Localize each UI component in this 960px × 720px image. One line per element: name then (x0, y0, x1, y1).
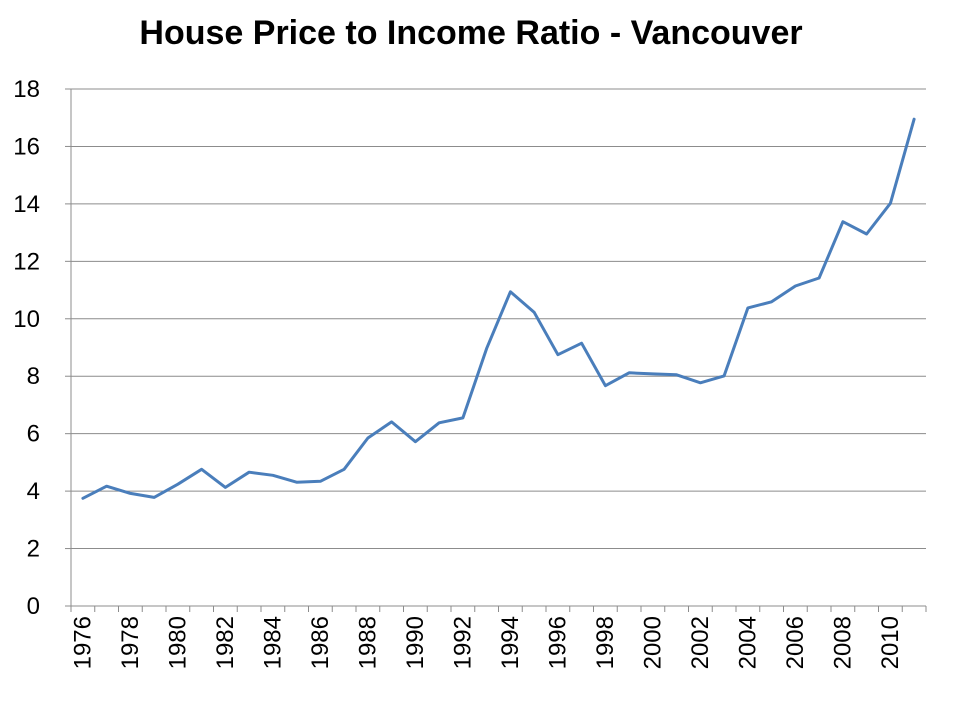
x-tick-label: 1990 (402, 616, 429, 669)
x-tick-label: 1986 (307, 616, 334, 669)
grid-lines (71, 88, 926, 550)
y-tick-label: 6 (27, 421, 40, 448)
y-tick-label: 12 (13, 248, 40, 275)
x-tick-label: 2008 (829, 616, 856, 669)
y-tick-label: 0 (27, 593, 40, 620)
x-tick-label: 1980 (164, 616, 191, 669)
series-line-0 (81, 117, 916, 500)
axes (65, 88, 927, 612)
x-tick-label: 2010 (877, 616, 904, 669)
x-tick-label: 2006 (782, 616, 809, 669)
x-tick-label: 1982 (212, 616, 239, 669)
y-tick-label: 10 (13, 306, 40, 333)
series-layer (81, 117, 916, 500)
x-tick-label: 2002 (687, 616, 714, 669)
x-tick-label: 2000 (639, 616, 666, 669)
x-tick-label: 1988 (354, 616, 381, 669)
y-tick-label: 2 (27, 536, 40, 563)
x-tick-label: 2004 (734, 616, 761, 669)
x-tick-label: 1994 (497, 616, 524, 669)
x-tick-label: 1976 (69, 616, 96, 669)
x-tick-label: 1998 (592, 616, 619, 669)
y-tick-label: 4 (27, 478, 40, 505)
x-tick-label: 1992 (449, 616, 476, 669)
x-tick-label: 1996 (544, 616, 571, 669)
y-axis-tick-labels: 0 2 4 6 8 10 12 14 16 18 (13, 76, 40, 620)
y-tick-label: 14 (13, 191, 40, 218)
chart-title: House Price to Income Ratio - Vancouver (139, 14, 803, 52)
y-tick-label: 18 (13, 76, 40, 103)
x-axis-tick-labels: 1976 1978 1980 1982 1984 1986 1988 1990 1992 1994… (69, 616, 904, 669)
y-tick-label: 16 (13, 133, 40, 160)
x-tick-label: 1984 (259, 616, 286, 669)
y-tick-label: 8 (27, 363, 40, 390)
x-tick-label: 1978 (117, 616, 144, 669)
